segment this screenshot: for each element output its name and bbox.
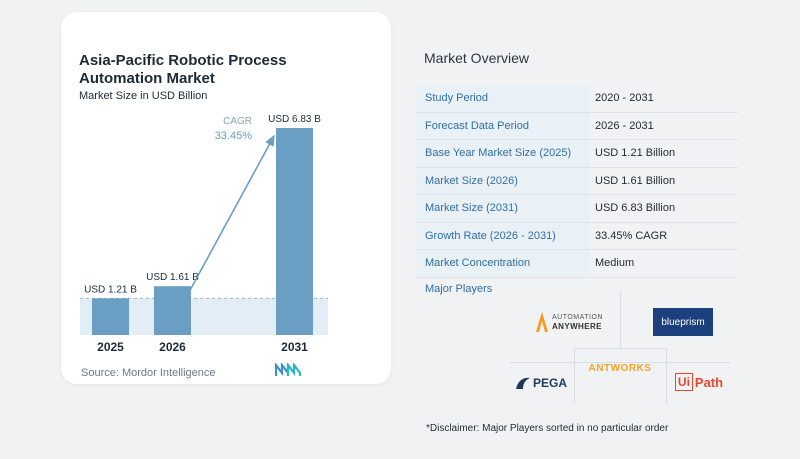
overview-label: Market Size (2026) (416, 167, 590, 194)
chart-source: Source: Mordor Intelligence (81, 367, 216, 379)
uipath-ui-text: Ui (674, 373, 693, 391)
overview-label: Study Period (416, 85, 590, 112)
automation-anywhere-logo: AUTOMATION ANYWHERE (524, 308, 614, 336)
overview-value: USD 1.61 Billion (595, 174, 676, 187)
pega-logo: PEGA (512, 372, 570, 394)
overview-value: USD 6.83 Billion (595, 202, 676, 215)
pega-icon (515, 377, 530, 389)
blueprism-logo: blueprism (653, 308, 713, 336)
x-tick-label: 2026 (159, 340, 186, 354)
x-tick-label: 2031 (281, 340, 308, 354)
chart-title: Asia-Pacific Robotic Process Automation … (79, 52, 287, 87)
cagr-value: 33.45% (215, 130, 253, 142)
antworks-text: ANTWORKS (588, 362, 652, 374)
x-tick-label: 2025 (97, 340, 124, 354)
overview-label: Forecast Data Period (416, 112, 590, 139)
grid-divider (510, 362, 730, 363)
overview-value: 33.45% CAGR (595, 229, 668, 242)
data-label: USD 1.61 B (146, 272, 199, 283)
uipath-logo: Ui Path (670, 370, 728, 394)
automation-anywhere-icon (535, 312, 548, 332)
overview-value: USD 1.21 Billion (595, 147, 676, 160)
overview-label: Market Size (2031) (416, 195, 590, 222)
overview-row: Base Year Market Size (2025) USD 1.21 Bil… (416, 140, 738, 168)
cagr-arrow (187, 134, 275, 295)
pega-text: PEGA (532, 376, 567, 390)
overview-title: Market Overview (424, 50, 530, 66)
mordor-logo-icon (275, 363, 301, 377)
grid-divider (620, 292, 621, 348)
data-label: USD 6.83 B (268, 114, 321, 125)
grid-divider (574, 348, 575, 404)
automation-anywhere-text: ANYWHERE (551, 322, 602, 331)
overview-row: Study Period 2020 - 2031 (416, 85, 738, 113)
grid-divider (666, 348, 667, 404)
overview-row: Forecast Data Period 2026 - 2031 (416, 112, 738, 140)
disclaimer: *Disclaimer: Major Players sorted in no … (426, 423, 669, 434)
chart-subtitle: Market Size in USD Billion (79, 90, 208, 102)
cagr-label: CAGR (223, 116, 252, 127)
data-label: USD 1.21 B (84, 284, 137, 295)
bar-2026 (154, 286, 191, 335)
uipath-path-text: Path (694, 374, 724, 390)
bar-2025 (92, 298, 129, 335)
overview-label: Market Concentration (416, 250, 590, 277)
bar-chart: USD 1.21 B 2025 USD 1.61 B 2026 USD 6.83 B 20… (80, 114, 328, 354)
antworks-logo: ANTWORKS (578, 358, 662, 378)
major-players-title: Major Players (425, 283, 493, 295)
overview-table: Study Period 2020 - 2031 Forecast Data Pe… (416, 85, 738, 278)
overview-row: Market Size (2026) USD 1.61 Billion (416, 167, 738, 195)
overview-row: Growth Rate (2026 - 2031) 33.45% CAGR (416, 222, 738, 250)
bar-2031 (276, 128, 313, 335)
overview-value: Medium (595, 257, 635, 270)
overview-value: 2026 - 2031 (595, 119, 654, 132)
overview-row: Market Size (2031) USD 6.83 Billion (416, 195, 738, 223)
overview-label: Base Year Market Size (2025) (416, 140, 590, 167)
overview-row: Market Concentration Medium (416, 250, 738, 278)
blueprism-text: blueprism (661, 316, 705, 328)
overview-label: Growth Rate (2026 - 2031) (416, 222, 590, 249)
overview-value: 2020 - 2031 (595, 92, 654, 105)
major-players-grid: AUTOMATION ANYWHERE blueprism PEGA ANTWO… (510, 292, 730, 404)
automation-anywhere-text: AUTOMATION (551, 314, 604, 321)
grid-divider (574, 348, 666, 349)
